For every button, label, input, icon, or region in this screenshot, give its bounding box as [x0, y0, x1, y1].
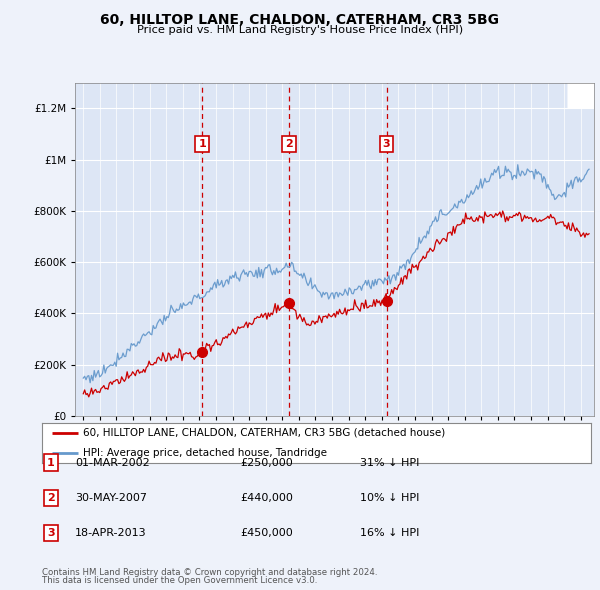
Text: £450,000: £450,000 — [240, 529, 293, 538]
Text: 16% ↓ HPI: 16% ↓ HPI — [360, 529, 419, 538]
Text: 30-MAY-2007: 30-MAY-2007 — [75, 493, 147, 503]
Text: Contains HM Land Registry data © Crown copyright and database right 2024.: Contains HM Land Registry data © Crown c… — [42, 568, 377, 577]
Text: £250,000: £250,000 — [240, 458, 293, 467]
Text: 2: 2 — [47, 493, 55, 503]
Text: 31% ↓ HPI: 31% ↓ HPI — [360, 458, 419, 467]
Text: 60, HILLTOP LANE, CHALDON, CATERHAM, CR3 5BG: 60, HILLTOP LANE, CHALDON, CATERHAM, CR3… — [101, 13, 499, 27]
Text: £440,000: £440,000 — [240, 493, 293, 503]
Text: This data is licensed under the Open Government Licence v3.0.: This data is licensed under the Open Gov… — [42, 576, 317, 585]
Text: 60, HILLTOP LANE, CHALDON, CATERHAM, CR3 5BG (detached house): 60, HILLTOP LANE, CHALDON, CATERHAM, CR3… — [83, 428, 445, 438]
Text: 1: 1 — [47, 458, 55, 467]
Text: 18-APR-2013: 18-APR-2013 — [75, 529, 146, 538]
Text: 10% ↓ HPI: 10% ↓ HPI — [360, 493, 419, 503]
Text: 1: 1 — [199, 139, 206, 149]
Text: Price paid vs. HM Land Registry's House Price Index (HPI): Price paid vs. HM Land Registry's House … — [137, 25, 463, 35]
Text: 2: 2 — [285, 139, 293, 149]
FancyBboxPatch shape — [568, 75, 599, 108]
Text: 01-MAR-2002: 01-MAR-2002 — [75, 458, 150, 467]
Text: 3: 3 — [383, 139, 391, 149]
Text: 3: 3 — [47, 529, 55, 538]
Text: HPI: Average price, detached house, Tandridge: HPI: Average price, detached house, Tand… — [83, 448, 327, 458]
